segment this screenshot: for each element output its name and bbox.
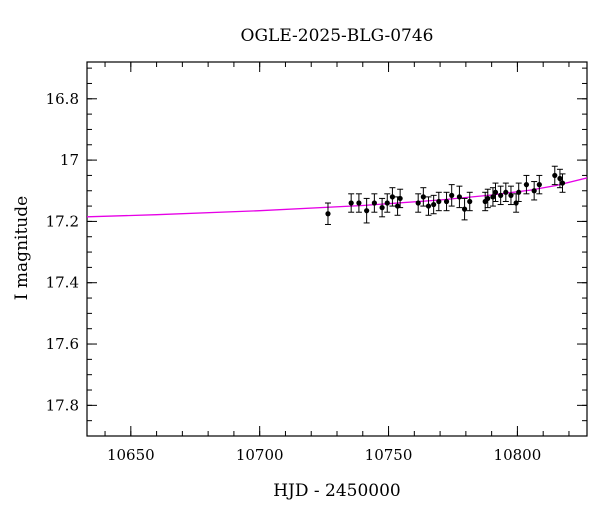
data-point xyxy=(536,182,542,188)
data-point xyxy=(348,200,354,206)
x-axis-label: HJD - 2450000 xyxy=(273,481,401,501)
data-point xyxy=(508,192,514,198)
data-point xyxy=(371,200,377,206)
chart-title: OGLE-2025-BLG-0746 xyxy=(241,26,434,46)
y-tick-label: 16.8 xyxy=(46,90,79,108)
data-point xyxy=(492,189,499,195)
x-tick-label: 10750 xyxy=(365,446,413,464)
data-point xyxy=(379,205,385,211)
data-point xyxy=(467,198,473,205)
data-point xyxy=(490,194,496,200)
y-tick-label: 17.4 xyxy=(46,274,79,292)
x-tick-label: 10800 xyxy=(494,446,542,464)
plot-frame xyxy=(86,61,588,437)
data-point xyxy=(456,194,463,200)
data-point xyxy=(420,194,426,200)
y-tick-label: 17.2 xyxy=(46,212,79,230)
data-point xyxy=(485,195,491,202)
x-tick-label: 10650 xyxy=(107,446,155,464)
data-point xyxy=(356,200,362,206)
data-point xyxy=(461,206,468,212)
data-point xyxy=(431,201,437,208)
data-point xyxy=(449,192,455,198)
y-tick-label: 17 xyxy=(60,151,79,169)
data-point xyxy=(552,172,558,179)
data-point xyxy=(559,180,566,186)
y-tick-label: 17.8 xyxy=(46,396,79,414)
x-tick-label: 10700 xyxy=(236,446,284,464)
data-point xyxy=(364,208,370,214)
data-point xyxy=(384,200,390,206)
data-point xyxy=(531,188,537,194)
data-point xyxy=(503,189,509,195)
data-point xyxy=(498,192,504,198)
data-point xyxy=(443,198,450,205)
data-point xyxy=(415,200,421,206)
y-tick-label: 17.6 xyxy=(46,335,79,353)
data-point xyxy=(523,182,530,188)
data-point xyxy=(557,175,563,182)
data-point xyxy=(397,195,403,202)
data-point xyxy=(425,203,432,209)
data-point xyxy=(436,198,442,205)
data-point xyxy=(516,189,522,195)
data-point xyxy=(389,194,396,200)
plot-area: 10650 10700 10750 10800 16.8 17 17.2 17.4 17.6 17… xyxy=(46,61,588,464)
data-point xyxy=(325,211,331,217)
y-axis-label: I magnitude xyxy=(12,196,32,300)
